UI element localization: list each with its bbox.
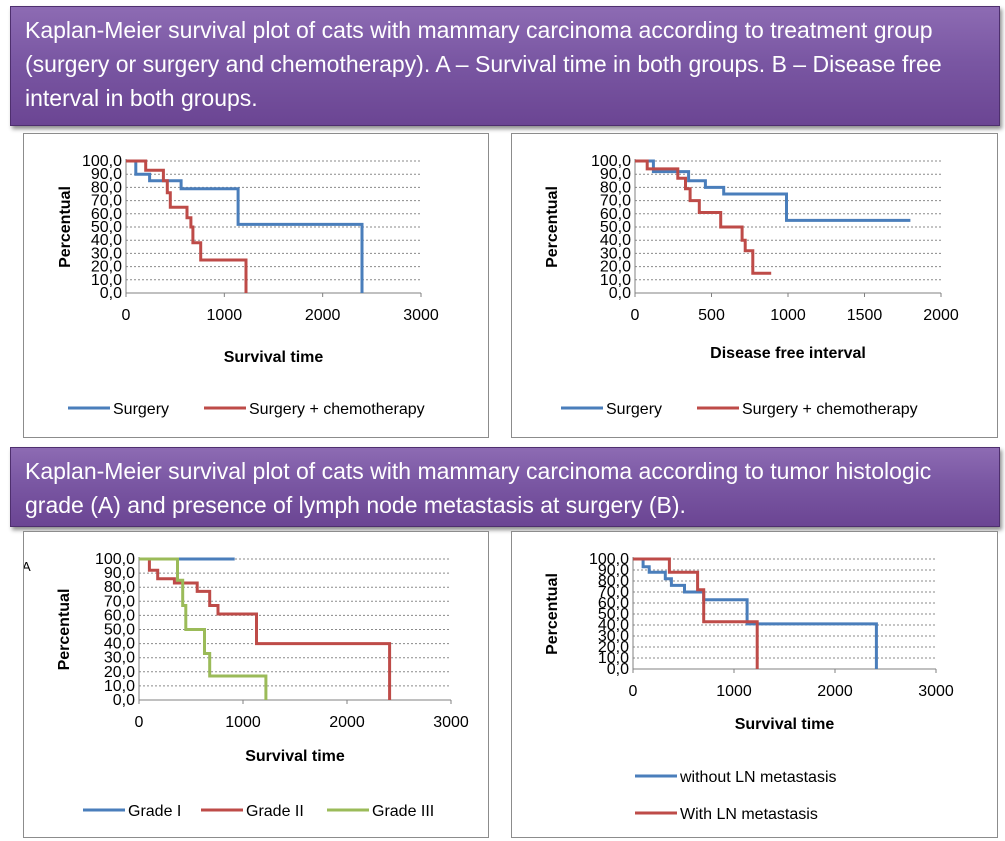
chart2-legend-label: Grade II bbox=[246, 803, 304, 820]
top-caption-banner: Kaplan-Meier survival plot of cats with … bbox=[10, 6, 1000, 126]
chart0-series-line bbox=[126, 159, 248, 293]
chart1-y-tick-label: 10,0 bbox=[600, 272, 631, 289]
chart0-y-tick-label: 90,0 bbox=[91, 166, 122, 183]
chart2-y-tick-label: 70,0 bbox=[104, 593, 135, 610]
chart2-y-tick-label: 30,0 bbox=[104, 650, 135, 667]
chart2-y-tick-label: 50,0 bbox=[104, 622, 135, 639]
chart1-x-tick-label: 0 bbox=[631, 307, 640, 324]
chart2-y-tick-label: 100,0 bbox=[95, 551, 135, 568]
chart2-y-tick-label: 10,0 bbox=[104, 678, 135, 695]
survival-ln-metastasis-chart: 0,010,020,030,040,050,060,070,080,090,01… bbox=[544, 551, 954, 823]
chart3-y-tick-label: 20,0 bbox=[598, 639, 629, 656]
chart1-y-tick-label: 100,0 bbox=[591, 153, 631, 170]
disease-free-treatment-chart: 0,010,020,030,040,050,060,070,080,090,01… bbox=[544, 153, 959, 418]
chart0-x-tick-label: 2000 bbox=[305, 307, 341, 324]
chart2-panel-label: A bbox=[24, 559, 31, 574]
chart1-x-tick-label: 1500 bbox=[847, 307, 883, 324]
chart1-x-tick-label: 500 bbox=[698, 307, 725, 324]
chart0-y-tick-label: 70,0 bbox=[91, 193, 122, 210]
chart2-series-line bbox=[139, 557, 392, 700]
chart2-y-tick-label: 90,0 bbox=[104, 565, 135, 582]
chart3-x-tick-label: 2000 bbox=[817, 683, 853, 700]
chart0-y-tick-label: 30,0 bbox=[91, 245, 122, 262]
chart2-y-axis-label: Percentual bbox=[56, 589, 73, 671]
chart-panel-survival-ln-metastasis: 0,0 10,0 20,0 30,0 40,0 50,0 60,0 70,0 80,0 90,0 1… bbox=[511, 531, 998, 838]
chart3-y-tick-label: 10,0 bbox=[598, 650, 629, 667]
chart2-x-tick-label: 1000 bbox=[225, 714, 261, 731]
chart3-x-tick-label: 3000 bbox=[918, 683, 954, 700]
chart0-y-tick-label: 80,0 bbox=[91, 179, 122, 196]
chart3-y-tick-label: 50,0 bbox=[598, 606, 629, 623]
chart2-y-tick-label: 60,0 bbox=[104, 607, 135, 624]
chart-panel-survival-treatment: 0,0 10,0 20,0 30,0 40,0 50,0 60,0 70,0 80,0 90,0 1… bbox=[23, 133, 489, 438]
bottom-caption-text: Kaplan-Meier survival plot of cats with … bbox=[25, 458, 932, 518]
chart0-y-tick-label: 60,0 bbox=[91, 206, 122, 223]
chart0-x-tick-label: 3000 bbox=[403, 307, 439, 324]
chart1-x-tick-label: 1000 bbox=[770, 307, 806, 324]
chart3-y-tick-label: 30,0 bbox=[598, 628, 629, 645]
chart1-x-axis-label: Disease free interval bbox=[710, 345, 866, 362]
chart0-y-tick-label: 10,0 bbox=[91, 272, 122, 289]
chart-panel-survival-grade: 0,0 10,0 20,0 30,0 40,0 50,0 60,0 70,0 80,0 90,0 1… bbox=[23, 531, 489, 838]
chart3-x-axis-label: Survival time bbox=[735, 716, 835, 733]
chart3-y-tick-label: 100,0 bbox=[589, 551, 629, 568]
chart3-x-tick-label: 1000 bbox=[716, 683, 752, 700]
survival-treatment-chart: 0,010,020,030,040,050,060,070,080,090,01… bbox=[57, 153, 439, 418]
chart0-legend-label: Surgery + chemotherapy bbox=[249, 401, 425, 418]
chart2-x-axis-label: Survival time bbox=[245, 748, 345, 765]
chart0-y-tick-label: 40,0 bbox=[91, 232, 122, 249]
chart3-y-tick-label: 40,0 bbox=[598, 617, 629, 634]
chart2-x-tick-label: 3000 bbox=[433, 714, 469, 731]
chart0-y-tick-label: 100,0 bbox=[82, 153, 122, 170]
chart1-y-axis-label: Percentual bbox=[544, 186, 561, 268]
chart1-y-tick-label: 40,0 bbox=[600, 232, 631, 249]
chart1-y-tick-label: 70,0 bbox=[600, 193, 631, 210]
chart1-series-line bbox=[635, 159, 772, 275]
chart0-x-axis-label: Survival time bbox=[224, 349, 324, 366]
chart0-y-axis-label: Percentual bbox=[57, 186, 74, 268]
chart1-legend-label: Surgery + chemotherapy bbox=[742, 401, 918, 418]
chart0-y-tick-label: 20,0 bbox=[91, 259, 122, 276]
chart2-legend-label: Grade I bbox=[128, 803, 181, 820]
chart2-y-tick-label: 80,0 bbox=[104, 579, 135, 596]
chart1-y-tick-label: 20,0 bbox=[600, 259, 631, 276]
chart2-y-tick-label: 0,0 bbox=[113, 692, 135, 709]
chart3-series-line bbox=[633, 557, 878, 669]
chart-panel-disease-free-treatment: 0,0 10,0 20,0 30,0 40,0 50,0 60,0 70,0 80,0 90,0 1… bbox=[511, 133, 998, 438]
chart3-series-line bbox=[633, 557, 759, 669]
chart2-y-tick-label: 40,0 bbox=[104, 636, 135, 653]
chart2-x-tick-label: 2000 bbox=[329, 714, 365, 731]
chart1-y-tick-label: 0,0 bbox=[609, 285, 631, 302]
chart0-legend-label: Surgery bbox=[113, 401, 169, 418]
chart3-legend-label: With LN metastasis bbox=[680, 806, 818, 823]
chart0-x-tick-label: 1000 bbox=[207, 307, 243, 324]
chart0-y-tick-label: 50,0 bbox=[91, 219, 122, 236]
chart1-y-tick-label: 90,0 bbox=[600, 166, 631, 183]
chart0-series-line bbox=[126, 159, 364, 293]
survival-grade-chart: 0,010,020,030,040,050,060,070,080,090,01… bbox=[24, 551, 469, 820]
chart1-y-tick-label: 50,0 bbox=[600, 219, 631, 236]
chart1-y-tick-label: 80,0 bbox=[600, 179, 631, 196]
chart1-legend-label: Surgery bbox=[606, 401, 662, 418]
chart1-y-tick-label: 60,0 bbox=[600, 206, 631, 223]
chart1-x-tick-label: 2000 bbox=[923, 307, 959, 324]
chart3-x-tick-label: 0 bbox=[629, 683, 638, 700]
chart2-legend-label: Grade III bbox=[372, 803, 434, 820]
chart3-y-axis-label: Percentual bbox=[544, 573, 561, 655]
chart0-y-tick-label: 0,0 bbox=[100, 285, 122, 302]
chart3-y-tick-label: 70,0 bbox=[598, 584, 629, 601]
chart2-y-tick-label: 20,0 bbox=[104, 664, 135, 681]
chart3-y-tick-label: 60,0 bbox=[598, 595, 629, 612]
chart2-series-line bbox=[139, 557, 268, 700]
bottom-caption-banner: Kaplan-Meier survival plot of cats with … bbox=[10, 447, 1000, 527]
chart0-x-tick-label: 0 bbox=[122, 307, 131, 324]
chart3-y-tick-label: 0,0 bbox=[607, 661, 629, 678]
chart2-x-tick-label: 0 bbox=[135, 714, 144, 731]
chart1-y-tick-label: 30,0 bbox=[600, 245, 631, 262]
chart3-y-tick-label: 90,0 bbox=[598, 562, 629, 579]
chart3-legend-label: without LN metastasis bbox=[679, 769, 837, 786]
top-caption-text: Kaplan-Meier survival plot of cats with … bbox=[25, 17, 942, 111]
chart3-y-tick-label: 80,0 bbox=[598, 573, 629, 590]
